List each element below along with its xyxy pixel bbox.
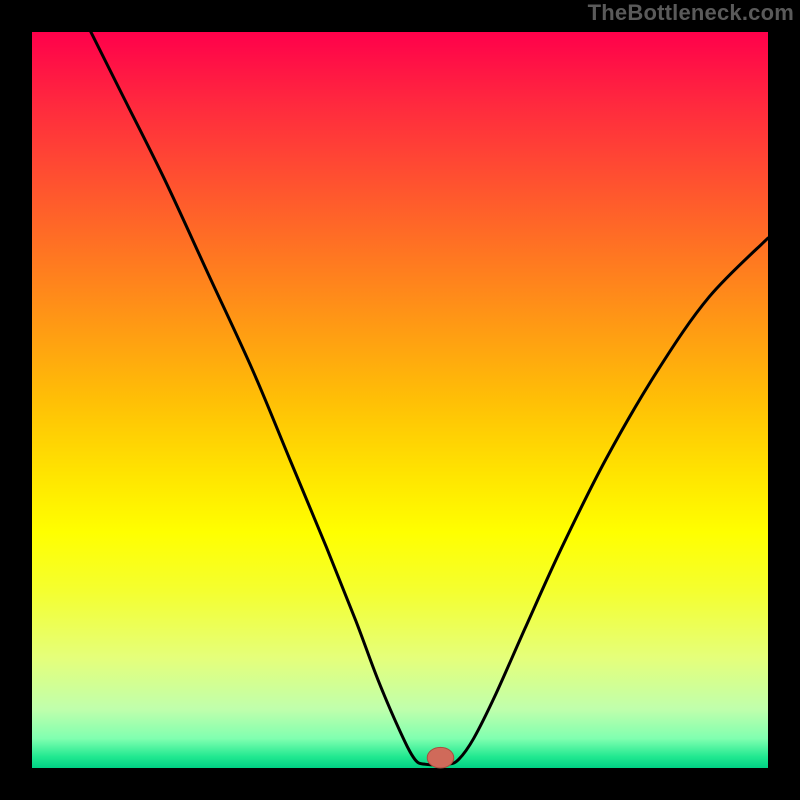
chart-container: TheBottleneck.com xyxy=(0,0,800,800)
optimum-marker xyxy=(427,747,453,768)
chart-background xyxy=(32,32,768,768)
watermark-text: TheBottleneck.com xyxy=(588,0,794,26)
bottleneck-chart xyxy=(0,0,800,800)
